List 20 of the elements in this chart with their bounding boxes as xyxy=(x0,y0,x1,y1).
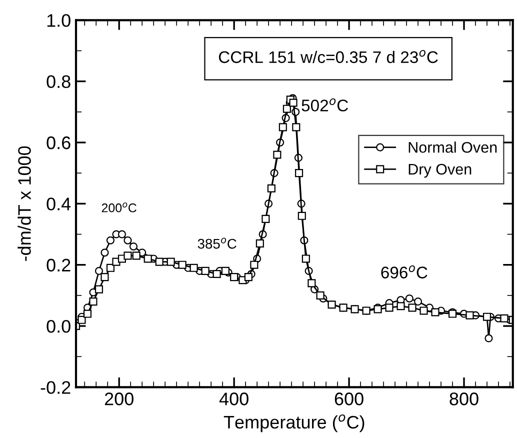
y-tick-label: 1.0 xyxy=(47,14,70,27)
legend-label: Normal Oven xyxy=(408,142,497,153)
y-tick-label: 0.8 xyxy=(46,75,70,88)
y-tick-label: 0.0 xyxy=(46,320,70,333)
x-tick-label: 800 xyxy=(450,392,478,406)
y-tick-label: 0.2 xyxy=(46,258,70,272)
y-tick-label: 0.6 xyxy=(46,136,70,150)
annotation: CCRL 151 w/c=0.35 7 d 23$^{o}$C xyxy=(218,50,438,64)
y-axis-title: -dm/dT x 1000 xyxy=(18,146,31,261)
y-tick-label: 0.4 xyxy=(46,198,71,210)
annotation: 696$^{o}$C xyxy=(381,265,428,278)
annotation: 385$^{o}$C xyxy=(198,238,236,249)
x-tick-label: 200 xyxy=(104,392,134,406)
y-tick-label: -0.2 xyxy=(40,381,70,394)
annotation: 200$^{o}$C xyxy=(102,202,136,212)
x-tick-label: 400 xyxy=(219,392,248,406)
x-tick-label: 600 xyxy=(334,392,364,406)
x-axis-title: Temperature ($^{o}$C) xyxy=(224,414,364,432)
annotation: 502$^{o}$C xyxy=(302,98,348,112)
legend-label: Dry Oven xyxy=(408,164,472,178)
